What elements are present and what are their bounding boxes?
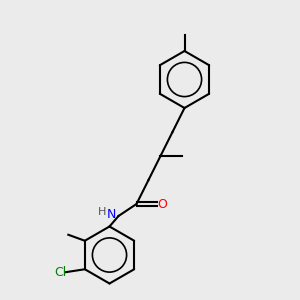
Text: Cl: Cl <box>54 266 66 279</box>
Text: H: H <box>98 207 106 218</box>
Text: O: O <box>157 197 167 211</box>
Text: N: N <box>106 208 116 221</box>
